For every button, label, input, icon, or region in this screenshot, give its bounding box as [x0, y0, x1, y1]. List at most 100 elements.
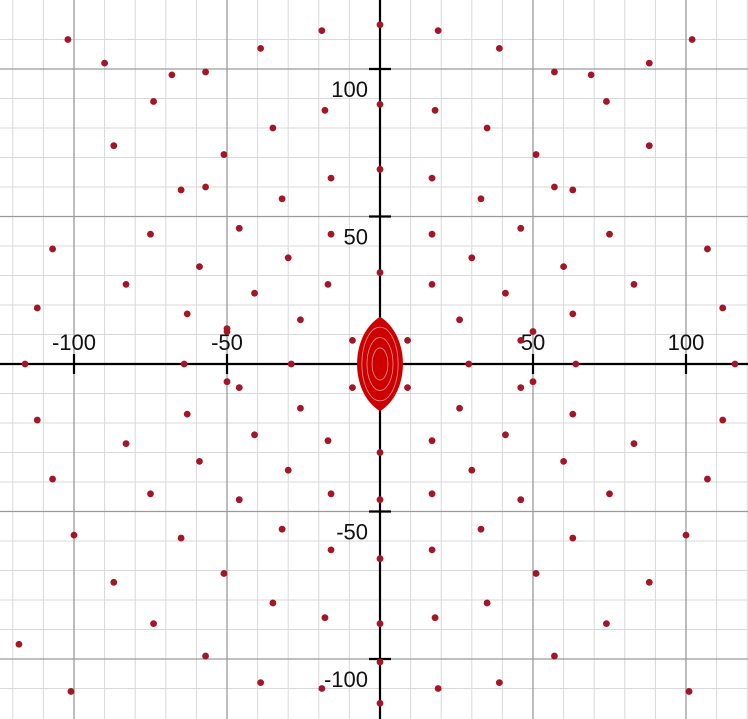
- data-point: [376, 165, 384, 173]
- data-point: [349, 384, 356, 391]
- data-point: [587, 71, 595, 79]
- data-point: [704, 475, 711, 483]
- data-points: [15, 21, 739, 707]
- data-point: [235, 384, 243, 391]
- data-point: [318, 685, 326, 692]
- data-point: [560, 263, 567, 271]
- data-point: [376, 699, 384, 707]
- data-point: [202, 652, 209, 660]
- y-tick-label: 100: [331, 77, 368, 102]
- data-point: [251, 431, 258, 439]
- data-point: [223, 328, 231, 335]
- data-point: [235, 224, 243, 232]
- data-point: [529, 378, 537, 386]
- data-point: [603, 620, 610, 627]
- data-point: [196, 457, 203, 465]
- central-cluster-shape: [357, 316, 403, 412]
- data-point: [168, 71, 176, 79]
- data-point: [569, 410, 577, 418]
- data-point: [719, 304, 727, 312]
- data-point: [284, 254, 292, 262]
- data-point: [15, 640, 23, 648]
- data-point: [287, 360, 295, 368]
- central-cluster-ring: [361, 326, 399, 402]
- data-point: [428, 230, 436, 238]
- data-point: [645, 59, 653, 67]
- data-point: [49, 475, 56, 483]
- data-point: [327, 174, 335, 182]
- data-point: [569, 186, 577, 194]
- data-point: [468, 466, 476, 474]
- data-point: [532, 570, 540, 577]
- data-point: [147, 230, 154, 238]
- data-point: [318, 27, 326, 35]
- data-point: [110, 578, 118, 586]
- data-point: [688, 36, 696, 43]
- data-point: [477, 195, 485, 203]
- data-point: [376, 496, 384, 504]
- y-tick-label: 50: [344, 225, 368, 250]
- data-point: [529, 328, 537, 335]
- central-cluster: [357, 316, 403, 412]
- data-point: [502, 431, 509, 439]
- data-point: [376, 555, 384, 563]
- data-point: [502, 289, 509, 297]
- data-point: [257, 679, 265, 686]
- data-point: [376, 101, 384, 108]
- data-point: [196, 263, 203, 271]
- data-point: [603, 98, 610, 105]
- data-point: [49, 245, 56, 253]
- data-point: [434, 685, 442, 692]
- data-point: [349, 337, 356, 344]
- data-point: [431, 614, 439, 622]
- data-point: [177, 534, 185, 542]
- data-point: [101, 59, 108, 67]
- data-point: [517, 224, 525, 232]
- data-point: [572, 360, 580, 368]
- x-tick-label: 100: [668, 330, 705, 355]
- data-point: [177, 186, 185, 194]
- data-point: [324, 437, 332, 445]
- data-point: [428, 546, 436, 554]
- data-point: [21, 360, 29, 368]
- data-point: [569, 310, 577, 318]
- data-point: [122, 280, 130, 288]
- data-point: [321, 106, 329, 114]
- data-point: [685, 688, 693, 695]
- data-point: [532, 151, 540, 158]
- data-point: [147, 490, 154, 498]
- data-point: [630, 280, 638, 288]
- data-point: [376, 21, 384, 29]
- data-point: [551, 652, 558, 660]
- data-point: [269, 124, 277, 132]
- data-point: [67, 688, 75, 695]
- data-point: [495, 44, 503, 52]
- data-point: [33, 416, 41, 424]
- data-point: [517, 337, 525, 344]
- data-point: [477, 525, 485, 533]
- data-point: [223, 378, 231, 386]
- data-point: [731, 360, 739, 368]
- data-point: [465, 360, 473, 368]
- data-point: [569, 534, 577, 542]
- data-point: [297, 404, 304, 412]
- data-point: [376, 620, 384, 627]
- data-point: [606, 490, 613, 498]
- data-point: [645, 578, 653, 586]
- data-point: [220, 570, 228, 577]
- data-point: [180, 360, 188, 368]
- data-point: [431, 106, 439, 114]
- data-point: [376, 269, 384, 276]
- data-point: [551, 183, 558, 191]
- data-point: [327, 490, 335, 498]
- data-point: [560, 457, 567, 465]
- data-point: [202, 183, 209, 191]
- data-point: [122, 440, 130, 448]
- data-point: [456, 404, 463, 412]
- data-point: [150, 98, 157, 105]
- y-tick-label: -100: [324, 667, 368, 692]
- data-point: [719, 416, 727, 424]
- data-point: [704, 245, 711, 253]
- data-point: [682, 531, 690, 539]
